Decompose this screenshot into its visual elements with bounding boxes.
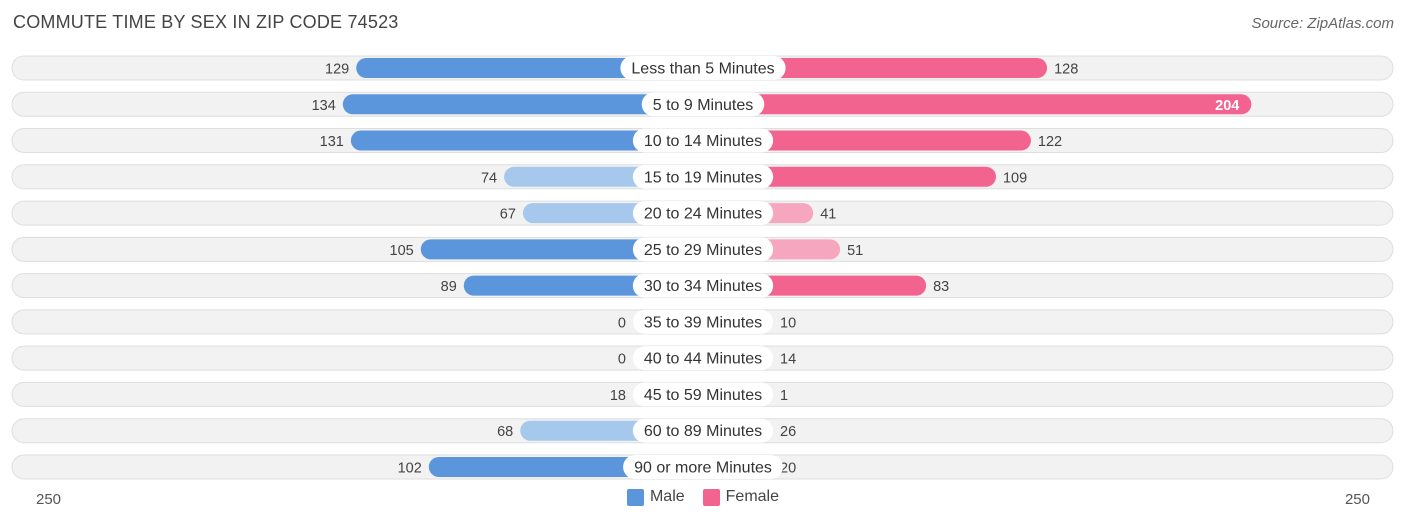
bar-female — [703, 58, 1048, 78]
value-label-male: 131 — [320, 134, 344, 150]
category-pill — [641, 92, 765, 117]
legend-swatch-male — [626, 488, 644, 506]
bar-male — [356, 58, 703, 78]
value-label-female: 20 — [780, 460, 796, 476]
legend-label-male: Male — [649, 488, 685, 505]
chart-source: Source: ZipAtlas.com — [1251, 15, 1394, 32]
category-label: 35 to 39 Minutes — [644, 314, 762, 331]
value-label-female: 204 — [1215, 98, 1239, 114]
value-label-male: 134 — [312, 98, 336, 114]
category-label: 90 or more Minutes — [634, 459, 772, 476]
value-label-female: 109 — [1003, 170, 1027, 186]
value-label-female: 83 — [933, 279, 949, 295]
bar-male — [350, 130, 703, 151]
category-pill — [632, 201, 774, 226]
category-pill — [632, 273, 774, 298]
category-label: 10 to 14 Minutes — [644, 133, 762, 150]
category-pill — [632, 128, 774, 153]
value-label-female: 51 — [847, 243, 863, 259]
value-label-female: 1 — [780, 388, 788, 404]
chart-title: COMMUTE TIME BY SEX IN ZIP CODE 74523 — [13, 12, 399, 32]
category-label: 15 to 19 Minutes — [644, 169, 762, 186]
legend-label-female: Female — [725, 488, 780, 505]
value-label-male: 74 — [481, 170, 497, 186]
category-pill — [620, 56, 786, 80]
value-label-male: 67 — [500, 207, 516, 223]
axis-right-label: 250 — [1345, 491, 1370, 508]
value-label-male: 68 — [497, 424, 513, 440]
value-label-male: 102 — [398, 460, 422, 476]
category-pill — [632, 418, 774, 443]
legend-item-male[interactable]: Male — [626, 488, 685, 506]
category-pill — [632, 382, 774, 407]
category-pill — [623, 454, 783, 479]
legend-item-female[interactable]: Female — [702, 488, 780, 506]
category-label: 60 to 89 Minutes — [644, 423, 762, 440]
value-label-male: 105 — [390, 243, 414, 259]
axis-left-label: 250 — [36, 491, 61, 508]
value-label-female: 26 — [780, 424, 796, 440]
value-label-male: 129 — [325, 62, 349, 78]
category-pill — [632, 309, 774, 334]
value-label-female: 14 — [780, 352, 796, 368]
category-label: Less than 5 Minutes — [631, 61, 774, 78]
category-label: 5 to 9 Minutes — [653, 97, 754, 114]
category-label: 25 to 29 Minutes — [644, 242, 762, 259]
value-label-male: 0 — [618, 352, 626, 368]
category-label: 40 to 44 Minutes — [644, 351, 762, 368]
legend: Male Female — [0, 488, 1406, 506]
value-label-female: 128 — [1054, 62, 1078, 78]
bar-female — [703, 130, 1031, 151]
value-label-female: 10 — [780, 315, 796, 331]
value-label-female: 122 — [1038, 134, 1062, 150]
value-label-male: 18 — [610, 388, 626, 404]
bar-male — [420, 239, 703, 260]
category-pill — [632, 164, 774, 189]
category-pill — [632, 237, 774, 262]
category-label: 20 to 24 Minutes — [644, 206, 762, 223]
bar-female — [703, 94, 1252, 115]
bar-male — [342, 94, 703, 115]
category-pill — [632, 346, 774, 371]
value-label-female: 41 — [820, 207, 836, 223]
value-label-male: 89 — [441, 279, 457, 295]
bar-female — [703, 166, 996, 187]
value-label-male: 0 — [618, 315, 626, 331]
legend-swatch-female — [702, 488, 720, 506]
category-label: 45 to 59 Minutes — [644, 387, 762, 404]
category-label: 30 to 34 Minutes — [644, 278, 762, 295]
